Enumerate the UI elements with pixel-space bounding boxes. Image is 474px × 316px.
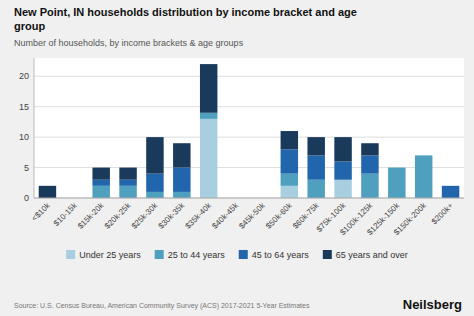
bar-segment bbox=[415, 155, 432, 156]
bar-segment bbox=[39, 186, 56, 198]
grid-line bbox=[34, 137, 464, 138]
bar-segment bbox=[146, 137, 163, 174]
y-axis-line bbox=[34, 58, 35, 198]
grid-line bbox=[34, 198, 464, 199]
chart: New Point, IN households distribution by… bbox=[0, 0, 474, 316]
legend-item: 65 years and over bbox=[323, 250, 408, 260]
bar-segment bbox=[146, 192, 163, 198]
x-tick-label: <$10k bbox=[30, 200, 53, 223]
x-tick-label: $45k-50k bbox=[237, 200, 267, 230]
background bbox=[0, 0, 474, 316]
bar-segment bbox=[334, 180, 351, 198]
bar-segment bbox=[281, 174, 298, 186]
bar-segment bbox=[334, 161, 351, 179]
source: Source: U.S. Census Bureau, American Com… bbox=[14, 302, 310, 310]
bar-segment bbox=[361, 155, 378, 173]
bar-segment bbox=[334, 137, 351, 161]
bar-segment bbox=[200, 64, 217, 113]
bar-segment bbox=[361, 143, 378, 155]
bar-segment bbox=[388, 167, 405, 168]
y-tick-label: 10 bbox=[19, 132, 29, 142]
bar-segment bbox=[173, 143, 190, 167]
legend-swatch bbox=[155, 250, 164, 259]
bar-segment bbox=[119, 180, 136, 186]
bar-segment bbox=[173, 192, 190, 198]
bar-segment bbox=[388, 168, 405, 198]
x-tick-label: $200k+ bbox=[430, 201, 455, 226]
bar-segment bbox=[92, 186, 109, 198]
legend-swatch bbox=[66, 250, 75, 259]
bar-segment bbox=[388, 167, 405, 168]
legend-item: 45 to 64 years bbox=[239, 250, 310, 260]
bar-segment bbox=[92, 168, 109, 180]
title-line: New Point, IN households distribution by… bbox=[14, 6, 357, 18]
x-tick-label: $25k-30k bbox=[130, 200, 160, 230]
bar-segment bbox=[281, 186, 298, 198]
y-tick-label: 0 bbox=[24, 193, 29, 203]
legend-swatch bbox=[239, 250, 248, 259]
legend-label: Under 25 years bbox=[79, 250, 141, 260]
legend-swatch bbox=[323, 250, 332, 259]
legend: Under 25 years 25 to 44 years 45 to 64 yea… bbox=[66, 250, 408, 260]
y-tick-label: 15 bbox=[19, 102, 29, 112]
bar-segment bbox=[200, 113, 217, 119]
legend-label: 65 years and over bbox=[336, 250, 408, 260]
bar-segment bbox=[146, 174, 163, 192]
x-tick-label: $50k-60k bbox=[264, 200, 294, 230]
x-tick-label: $15k-20k bbox=[76, 200, 106, 230]
legend-label: 25 to 44 years bbox=[168, 250, 226, 260]
grid-line bbox=[34, 106, 464, 107]
title-line: group bbox=[14, 20, 45, 32]
bar-segment bbox=[92, 180, 109, 186]
bar-segment bbox=[415, 155, 432, 198]
bar-segment bbox=[307, 180, 324, 198]
x-tick-label: $35k-40k bbox=[183, 200, 213, 230]
bar-segment bbox=[442, 185, 459, 186]
bar-segment bbox=[307, 155, 324, 179]
bars bbox=[39, 64, 460, 198]
bar-segment bbox=[173, 168, 190, 192]
bar-segment bbox=[119, 186, 136, 198]
x-axis-line bbox=[34, 198, 464, 199]
x-tick-label: $40k-45k bbox=[210, 200, 240, 230]
grid bbox=[34, 76, 464, 198]
x-tick-label: $30k-35k bbox=[157, 200, 187, 230]
y-tick-label: 5 bbox=[24, 163, 29, 173]
brand: Neilsberg bbox=[403, 297, 462, 312]
bar-segment bbox=[442, 186, 459, 198]
y-tick-label: 20 bbox=[19, 71, 29, 81]
subtitle: Number of households, by income brackets… bbox=[14, 38, 244, 48]
plot-area bbox=[34, 58, 464, 198]
bar-segment bbox=[307, 137, 324, 155]
bar-segment bbox=[361, 174, 378, 198]
x-tick-label: $20k-25k bbox=[103, 200, 133, 230]
legend-item: 25 to 44 years bbox=[155, 250, 226, 260]
bar-segment bbox=[200, 119, 217, 198]
title: New Point, IN households distribution by… bbox=[14, 6, 357, 32]
legend-label: 45 to 64 years bbox=[252, 250, 310, 260]
bar-segment bbox=[281, 149, 298, 173]
bar-segment bbox=[415, 155, 432, 156]
x-tick-label: $150k-200k bbox=[392, 200, 429, 237]
bar-segment bbox=[119, 168, 136, 180]
legend-item: Under 25 years bbox=[66, 250, 141, 260]
bar-segment bbox=[281, 131, 298, 149]
grid-line bbox=[34, 76, 464, 77]
